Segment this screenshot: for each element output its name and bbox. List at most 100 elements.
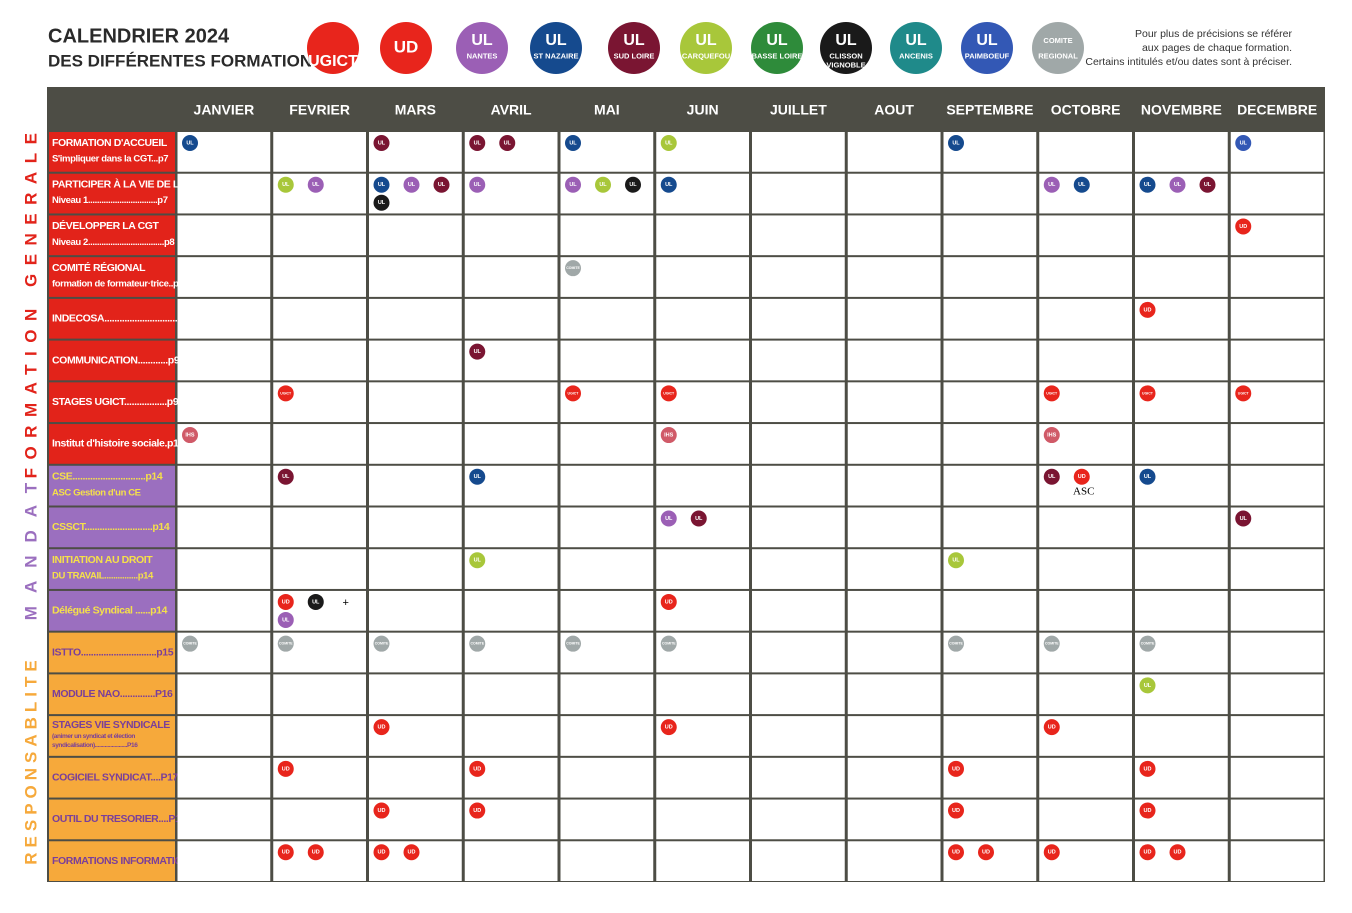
org-badge-label: UD [378,725,386,731]
org-badge-label: UL [665,140,673,146]
org-badge [469,635,486,652]
org-badge [307,593,324,610]
table-cell [464,215,558,256]
org-badge [469,468,486,485]
table-cell [1230,716,1324,756]
table-cell [1135,340,1228,381]
org-badge-label: COMITE [1045,642,1059,646]
table-cell [273,132,366,172]
legend-label: UD [394,37,419,56]
table-cell [560,590,654,631]
org-badge [978,844,994,861]
table-cell [369,382,462,423]
org-badge-label: UD [378,850,386,856]
table-cell [560,507,654,548]
table-cell [273,507,366,548]
table-cell [943,257,1037,297]
legend-label: SUD LOIRE [614,51,655,60]
section-label: FORMATION GENERALE [21,125,40,479]
row-label: ASC Gestion d'un CE [52,487,141,498]
row-label-cell [49,215,175,256]
org-badge [182,427,198,444]
row-label: STAGES UGICT.................p9 [52,396,179,408]
table-cell [369,215,462,256]
org-badge-label: UL [1048,182,1056,188]
legend-label: UL [623,32,645,49]
table-cell [464,716,558,756]
table-cell [943,340,1037,381]
legend-label: UL [905,32,927,49]
table-cell [369,674,462,715]
page-title: DES DIFFÉRENTES FORMATIONS [48,51,323,70]
table-cell [847,298,941,339]
row-label-cell [49,799,175,840]
org-badge [277,176,294,193]
org-badge-label: UL [569,182,577,188]
table-cell [1039,257,1132,297]
plus-sign: + [343,597,349,609]
table-cell [943,590,1037,631]
month-header: AVRIL [491,102,532,118]
row-label-cell [49,465,175,506]
org-badge [1139,468,1156,485]
row-label-cell [49,549,175,589]
table-cell [1039,132,1132,172]
org-badge-label: UL [474,182,482,188]
table-cell [560,549,654,589]
row-label-cell [49,632,175,673]
org-badge [277,593,294,610]
legend-badge [751,22,803,74]
org-badge-label: UD [952,766,960,772]
org-badge-label: UD [282,599,290,605]
row-label-cell [49,298,175,339]
table-cell [943,674,1037,715]
table-cell [752,298,845,339]
table-cell [656,298,749,339]
table-cell [752,132,845,172]
table-cell [656,841,749,881]
org-badge-label: COMITE [662,642,676,646]
table-cell [1230,799,1324,840]
page-title: CALENDRIER 2024 [48,25,230,47]
org-badge [1043,427,1060,444]
org-badge-label: IHS [664,433,674,439]
org-badge [948,760,964,777]
table-cell [656,799,749,840]
org-badge-label: UGICT [1238,391,1250,395]
legend-label: UL [835,32,857,49]
table-cell [177,257,271,297]
table-cell [369,757,462,798]
org-badge [1139,301,1156,318]
month-header: FEVRIER [289,102,350,118]
table-cell [273,799,366,840]
org-badge-label: UL [695,516,703,522]
org-badge [373,135,390,151]
table-cell [1230,173,1324,214]
row-label-cell [49,590,175,631]
org-badge [1073,468,1090,485]
page-note: Certains intitulés et/ou dates sont à pr… [1085,56,1292,68]
row-label: CSE.............................p14 [52,471,163,483]
table-cell [752,465,845,506]
table-cell [1135,132,1228,172]
legend-badge [1032,22,1084,74]
row-label: formation de formateur·trice..p8 [52,279,183,290]
table-cell [847,507,941,548]
legend-badge [608,22,660,74]
table-cell [273,424,366,464]
org-badge-label: UL [569,140,577,146]
table-cell [656,257,749,297]
org-badge [277,611,294,628]
org-badge [948,135,964,151]
org-badge-label: UGICT [1142,391,1154,395]
table-cell [177,340,271,381]
org-badge-label: UL [1144,182,1152,188]
table-cell [1230,757,1324,798]
table-cell [177,757,271,798]
table-cell [560,465,654,506]
org-badge-label: UD [982,850,990,856]
table-cell [560,674,654,715]
legend-label: UL [471,32,493,49]
month-header: MARS [395,102,436,118]
